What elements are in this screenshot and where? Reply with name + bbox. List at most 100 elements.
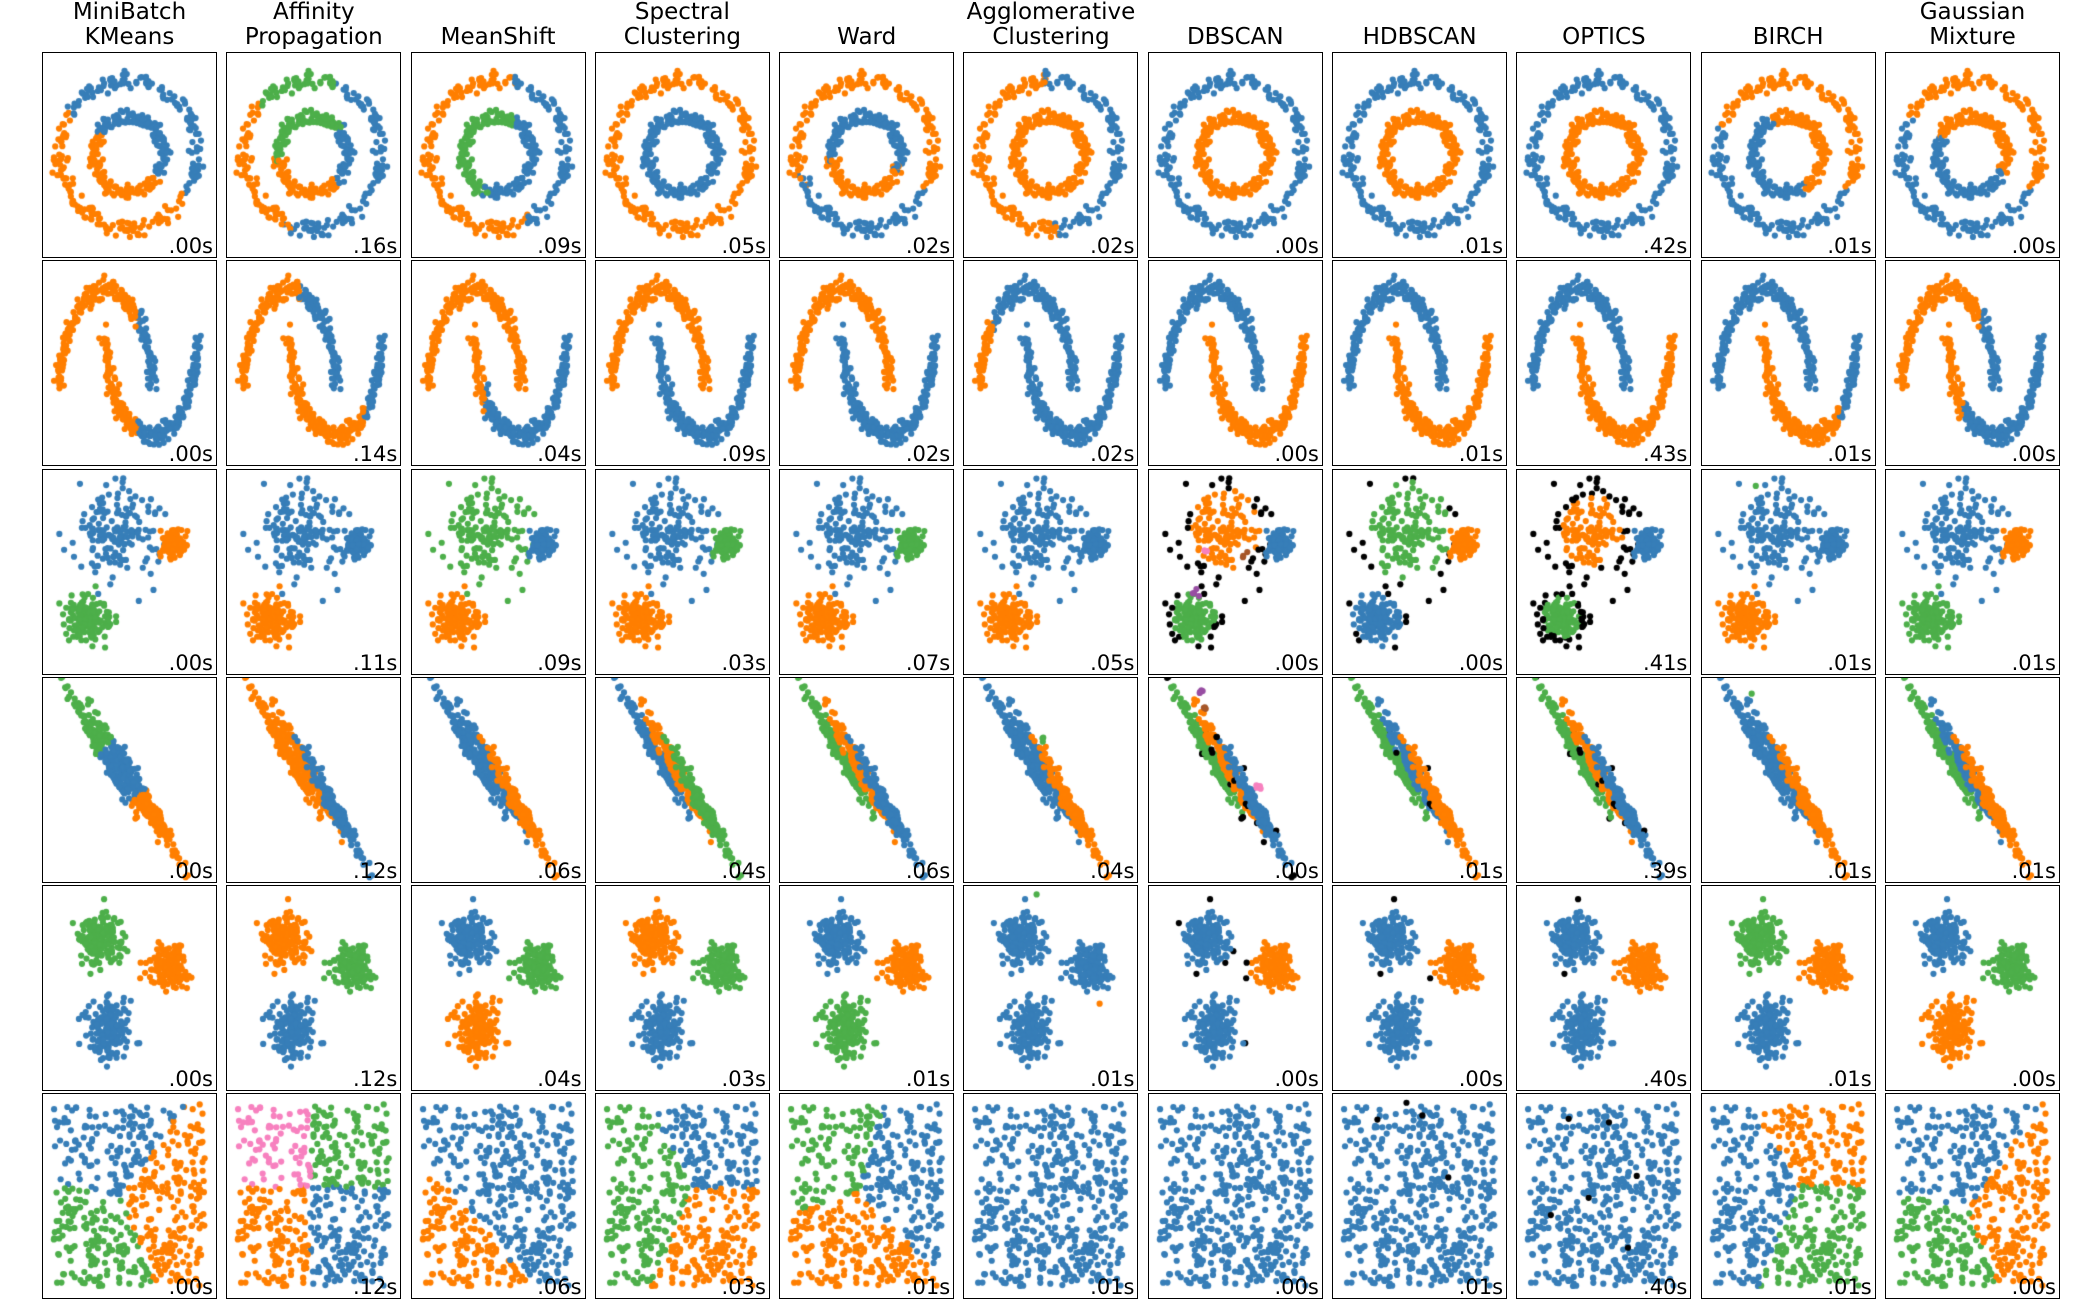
fit-time-label: .00s: [2011, 1275, 2056, 1300]
scatter-panel-r1-c9: .01s: [1700, 260, 1876, 467]
scatter-panel-r4-c10: .00s: [1884, 885, 2060, 1092]
scatter-canvas: [1701, 1094, 1874, 1298]
scatter-canvas: [964, 469, 1137, 673]
fit-time-label: .02s: [905, 442, 951, 467]
fit-time-label: .09s: [537, 650, 582, 675]
scatter-panel-r3-c6: .00s: [1147, 676, 1323, 883]
fit-time-label: .07s: [905, 650, 951, 675]
scatter-canvas: [1885, 261, 2058, 465]
scatter-panel-r2-c2: .09s: [410, 468, 586, 675]
fit-time-label: .03s: [721, 1067, 766, 1092]
fit-time-label: .00s: [168, 442, 213, 467]
fit-time-label: .00s: [1274, 858, 1319, 883]
scatter-canvas: [964, 886, 1137, 1090]
scatter-panel-r0-c10: .00s: [1884, 52, 2060, 258]
scatter-canvas: [1885, 1094, 2058, 1298]
scatter-panel-r1-c0: .00s: [42, 260, 217, 467]
scatter-panel-r5-c10: .00s: [1884, 1093, 2060, 1300]
scatter-panel-r2-c0: .00s: [42, 468, 217, 675]
scatter-canvas: [43, 1094, 215, 1298]
fit-time-label: .01s: [1827, 233, 1872, 258]
fit-time-label: .01s: [1090, 1067, 1135, 1092]
scatter-panel-r1-c10: .00s: [1884, 260, 2060, 467]
scatter-panel-r4-c7: .00s: [1332, 885, 1508, 1092]
scatter-canvas: [1885, 469, 2058, 673]
scatter-panel-r3-c9: .01s: [1700, 676, 1876, 883]
fit-time-label: .00s: [1274, 1067, 1319, 1092]
scatter-canvas: [1517, 1094, 1690, 1298]
scatter-panel-r2-c6: .00s: [1147, 468, 1323, 675]
column-title: Affinity Propagation: [244, 0, 383, 51]
scatter-panel-r3-c1: .12s: [226, 676, 402, 883]
scatter-panel-r3-c0: .00s: [42, 676, 217, 883]
fit-time-label: .01s: [1458, 1275, 1504, 1300]
scatter-canvas: [595, 469, 768, 673]
fit-time-label: .00s: [168, 233, 213, 258]
scatter-canvas: [595, 1094, 768, 1298]
scatter-canvas: [411, 886, 584, 1090]
column-title: MiniBatch KMeans: [72, 0, 187, 51]
scatter-panel-r2-c4: .07s: [779, 468, 955, 675]
scatter-canvas: [1701, 53, 1874, 256]
scatter-panel-r2-c10: .01s: [1884, 468, 2060, 675]
fit-time-label: .01s: [1458, 233, 1504, 258]
fit-time-label: .06s: [537, 1275, 582, 1300]
scatter-canvas: [1333, 53, 1506, 256]
scatter-canvas: [1333, 677, 1506, 881]
scatter-panel-r1-c2: .04s: [410, 260, 586, 467]
fit-time-label: .01s: [1458, 442, 1504, 467]
fit-time-label: .04s: [537, 442, 582, 467]
fit-time-label: .01s: [1827, 1067, 1872, 1092]
scatter-panel-r4-c2: .04s: [410, 885, 586, 1092]
scatter-canvas: [1517, 261, 1690, 465]
column-title: Spectral Clustering: [623, 0, 741, 51]
fit-time-label: .00s: [168, 650, 213, 675]
scatter-canvas: [964, 53, 1137, 256]
column-title: MeanShift: [440, 24, 556, 51]
scatter-canvas: [780, 261, 953, 465]
scatter-panel-r2-c5: .05s: [963, 468, 1139, 675]
scatter-canvas: [595, 53, 768, 256]
scatter-canvas: [1701, 261, 1874, 465]
scatter-panel-r1-c7: .01s: [1332, 260, 1508, 467]
column-title: Gaussian Mixture: [1919, 0, 2026, 51]
fit-time-label: .43s: [1643, 442, 1688, 467]
fit-time-label: .00s: [2011, 233, 2056, 258]
scatter-panel-r5-c3: .03s: [594, 1093, 770, 1300]
fit-time-label: .00s: [168, 1275, 213, 1300]
fit-time-label: .01s: [2011, 858, 2056, 883]
column-title: OPTICS: [1562, 24, 1646, 51]
scatter-canvas: [780, 1094, 953, 1298]
scatter-canvas: [227, 677, 400, 881]
fit-time-label: .39s: [1643, 858, 1688, 883]
scatter-canvas: [780, 53, 953, 256]
fit-time-label: .02s: [905, 233, 951, 258]
scatter-canvas: [1148, 53, 1321, 256]
fit-time-label: .03s: [721, 1275, 766, 1300]
scatter-panel-r3-c8: .39s: [1516, 676, 1692, 883]
scatter-panel-r0-c2: .09s: [410, 52, 586, 258]
fit-time-label: .00s: [2011, 442, 2056, 467]
scatter-panel-r0-c6: .00s: [1147, 52, 1323, 258]
scatter-canvas: [411, 677, 584, 881]
fit-time-label: .01s: [905, 1067, 951, 1092]
fit-time-label: .00s: [1274, 1275, 1319, 1300]
scatter-canvas: [1517, 886, 1690, 1090]
scatter-panel-r1-c4: .02s: [779, 260, 955, 467]
scatter-canvas: [411, 261, 584, 465]
fit-time-label: .00s: [168, 1067, 213, 1092]
fit-time-label: .00s: [2011, 1067, 2056, 1092]
scatter-panel-r0-c3: .05s: [594, 52, 770, 258]
scatter-panel-r0-c0: .00s: [42, 52, 217, 258]
fit-time-label: .01s: [1827, 442, 1872, 467]
scatter-panel-r4-c5: .01s: [963, 885, 1139, 1092]
fit-time-label: .01s: [1827, 650, 1872, 675]
column-title: HDBSCAN: [1362, 24, 1477, 51]
scatter-canvas: [1517, 53, 1690, 256]
scatter-canvas: [1701, 677, 1874, 881]
scatter-canvas: [1885, 677, 2058, 881]
scatter-canvas: [227, 53, 400, 256]
scatter-canvas: [780, 469, 953, 673]
fit-time-label: .01s: [2011, 650, 2056, 675]
fit-time-label: .12s: [352, 1275, 398, 1300]
